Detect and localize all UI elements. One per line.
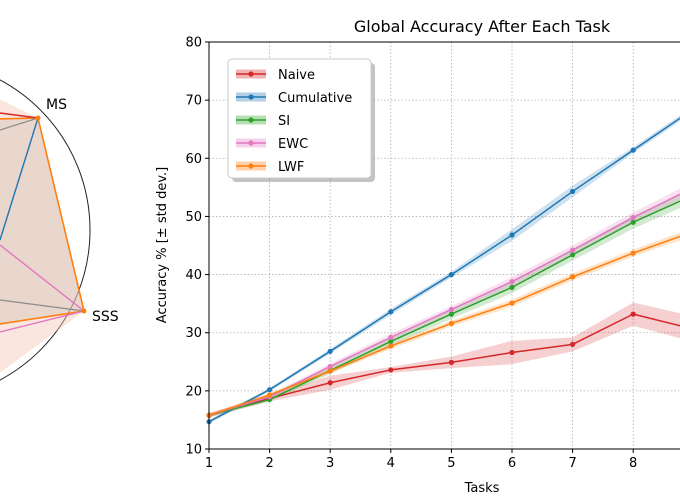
data-point-si-6: [509, 284, 515, 290]
data-point-ewc-6: [509, 278, 515, 285]
data-point-si-4: [388, 338, 394, 345]
legend-marker-cumulative: [248, 94, 254, 100]
x-tick-label-8: 8: [629, 456, 637, 471]
legend: Naive Cumulative SI EWC LWF: [227, 58, 375, 182]
x-tick-label-5: 5: [447, 456, 455, 471]
data-point-cumulative-5: [448, 271, 454, 278]
data-point-cumulative-4: [388, 309, 394, 315]
std-band-lwf: [209, 232, 680, 418]
legend-marker-naive: [248, 71, 254, 77]
x-tick-label-6: 6: [508, 456, 516, 471]
x-tick-label-1: 1: [205, 456, 213, 471]
y-tick-label-20: 20: [185, 384, 202, 399]
data-point-cumulative-3: [327, 348, 333, 354]
y-axis-label: Accuracy % [± std dev.]: [155, 167, 170, 323]
data-point-naive-4: [388, 367, 394, 373]
data-point-naive-7: [570, 341, 576, 347]
radar-outline-orange: [0, 117, 85, 325]
y-tick-label-50: 50: [185, 210, 202, 225]
legend-label-naive: Naive: [278, 68, 315, 83]
radar-outline-gray: [0, 299, 85, 312]
data-point-si-8: [630, 219, 636, 225]
data-point-ewc-8: [630, 214, 636, 221]
data-point-ewc-4: [388, 334, 394, 340]
radar-vertex-sss: [81, 308, 87, 314]
data-point-ewc-3: [327, 363, 333, 370]
data-point-naive-6: [509, 349, 515, 356]
x-tick-label-4: 4: [387, 456, 395, 471]
radar-outline-gray-2: [0, 117, 39, 131]
radar-chart: MS SSS: [0, 79, 119, 381]
radar-label-ms: MS: [46, 97, 67, 113]
chart-title: Global Accuracy After Each Task: [354, 17, 611, 36]
legend-label-cumulative: Cumulative: [278, 91, 352, 106]
data-point-lwf-5: [448, 320, 454, 327]
series-line-ewc: [208, 193, 680, 416]
data-point-lwf-2: [267, 392, 273, 398]
data-point-si-7: [570, 252, 576, 258]
data-point-cumulative-6: [509, 232, 515, 238]
y-tick-label-40: 40: [185, 268, 202, 283]
legend-marker-si: [248, 117, 254, 123]
radar-inner-fill: [0, 118, 84, 324]
series-lines: [206, 117, 680, 425]
data-point-naive-5: [448, 359, 454, 365]
data-point-naive-8: [630, 311, 636, 317]
legend-label-lwf: LWF: [278, 160, 304, 175]
y-tick-label-60: 60: [185, 152, 202, 167]
std-band-naive: [209, 302, 680, 418]
legend-box: [227, 58, 372, 179]
data-point-ewc-5: [448, 306, 454, 313]
legend-label-si: SI: [278, 114, 290, 129]
data-point-lwf-8: [630, 250, 636, 256]
radar-outline-red: [0, 112, 39, 119]
legend-marker-ewc: [248, 140, 254, 146]
y-tick-label-10: 10: [185, 443, 202, 458]
x-tick-label-7: 7: [568, 456, 576, 471]
data-point-cumulative-2: [267, 387, 273, 393]
legend-marker-lwf: [248, 163, 254, 169]
data-point-cumulative-7: [570, 188, 576, 195]
data-point-lwf-4: [388, 343, 394, 349]
tick-labels: 1 2 3 4 5 6 7 8 10 20 30 40 50 60 70 80: [185, 36, 637, 472]
radar-label-sss: SSS: [92, 309, 119, 325]
data-point-lwf-3: [327, 368, 333, 374]
radar-vertex-ms: [35, 115, 41, 121]
x-tick-label-3: 3: [326, 456, 334, 471]
y-tick-label-70: 70: [185, 94, 202, 109]
data-point-naive-3: [327, 380, 333, 386]
line-chart: Global Accuracy After Each Task 1 2 3 4 5 6 7 8…: [155, 17, 680, 496]
data-point-cumulative-8: [630, 147, 636, 153]
data-point-lwf-7: [570, 274, 576, 280]
data-point-si-5: [448, 311, 454, 317]
axes: [208, 41, 680, 450]
radar-outer-circle: [0, 79, 91, 381]
x-tick-label-2: 2: [265, 456, 273, 471]
y-tick-label-80: 80: [185, 36, 202, 51]
radar-outline-blue: [0, 117, 39, 241]
data-point-ewc-7: [570, 247, 576, 253]
data-point-lwf-6: [509, 300, 515, 306]
radar-area-fill: [0, 99, 84, 373]
legend-label-ewc: EWC: [278, 137, 308, 152]
y-tick-label-30: 30: [185, 326, 202, 341]
x-axis-label: Tasks: [464, 481, 500, 496]
